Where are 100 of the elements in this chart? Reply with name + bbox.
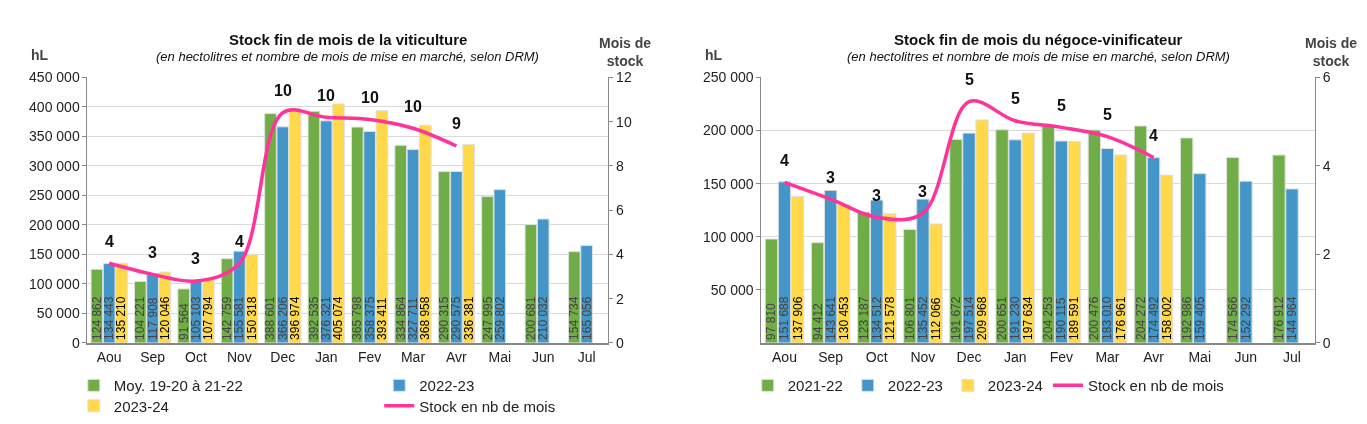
data-label: 176 912 [1271, 296, 1286, 340]
data-label: 10 [404, 98, 422, 115]
data-label: 174 492 [1146, 296, 1161, 340]
data-label: 159 405 [1192, 296, 1207, 340]
y-tick-label: 50 000 [710, 281, 754, 298]
data-label: 358 375 [362, 296, 377, 340]
legend-label: 2022-23 [419, 377, 475, 395]
x-tick-label: Jun [531, 348, 555, 365]
x-tick-label: Avr [446, 348, 468, 365]
data-label: 152 292 [1238, 296, 1253, 340]
data-label: 290 575 [449, 296, 464, 340]
data-label: 368 958 [418, 296, 433, 340]
data-label: 97 810 [764, 302, 779, 340]
data-label: 151 688 [777, 296, 792, 340]
y2-tick-label: 12 [616, 69, 632, 86]
y-tick-label: 100 000 [29, 275, 80, 292]
data-label: 142 759 [220, 296, 235, 340]
data-label: 183 010 [1100, 296, 1115, 340]
x-tick-label: Fev [357, 348, 382, 365]
y2-tick-label: 2 [1322, 246, 1331, 263]
y-tick-label: 250 000 [29, 187, 80, 204]
legend-label: Stock en nb de mois [1087, 377, 1224, 395]
y-tick-label: 400 000 [29, 98, 80, 115]
data-label: 9 [452, 115, 461, 132]
data-label: 388 601 [263, 296, 278, 340]
data-label: 290 315 [437, 296, 452, 340]
y-tick-label: 50 000 [36, 305, 80, 322]
y2-tick-label: 6 [1322, 69, 1331, 86]
x-tick-label: Aou [96, 348, 122, 365]
data-label: 5 [965, 71, 974, 88]
data-label: 200 476 [1087, 296, 1102, 340]
data-label: 130 453 [836, 296, 851, 340]
data-label: 121 578 [882, 296, 897, 340]
data-label: 366 206 [275, 296, 290, 340]
y2-tick-label: 4 [616, 246, 625, 263]
chart-title: Stock fin de mois du négoce-vinificateur [894, 31, 1183, 48]
data-label: 189 591 [1067, 296, 1082, 340]
data-label: 143 641 [823, 296, 838, 340]
data-label: 105 103 [188, 296, 203, 340]
x-tick-label: Jul [577, 348, 596, 365]
y2-tick-label: 2 [616, 290, 625, 307]
y-tick-label: 450 000 [29, 69, 80, 86]
data-label: 4 [1149, 127, 1158, 144]
data-label: 210 032 [536, 296, 551, 340]
data-label: 197 634 [1021, 296, 1036, 340]
data-label: 135 210 [114, 296, 129, 340]
data-label: 154 734 [567, 296, 582, 340]
data-label: 134 443 [102, 296, 117, 340]
x-tick-label: Dec [956, 348, 982, 365]
data-label: 3 [826, 169, 835, 186]
chart-subtitle: (en hectolitres et nombre de mois de mise en marché, selon DRM) [156, 49, 539, 64]
y2-tick-label: 10 [616, 113, 632, 130]
data-label: 123 187 [856, 296, 871, 340]
legend-label: 2022-23 [887, 377, 943, 395]
data-label: 209 968 [975, 296, 990, 340]
y2-tick-label: 8 [616, 157, 625, 174]
data-label: 150 318 [244, 296, 259, 340]
y-tick-label: 100 000 [703, 228, 754, 245]
data-label: 91 564 [176, 302, 191, 340]
y-tick-label: 0 [71, 334, 80, 351]
data-label: 4 [780, 152, 789, 169]
data-label: 200 651 [995, 296, 1010, 340]
x-tick-label: Nov [226, 348, 252, 365]
x-tick-label: Mai [1188, 348, 1211, 365]
data-label: 5 [1011, 90, 1020, 107]
data-label: 107 794 [201, 296, 216, 340]
data-label: 192 986 [1179, 296, 1194, 340]
data-label: 392 535 [306, 296, 321, 340]
legend-label: 2023-24 [113, 397, 169, 415]
x-tick-label: Avr [1143, 348, 1165, 365]
data-label: 174 566 [1225, 296, 1240, 340]
y-tick-label: 200 000 [703, 122, 754, 139]
legend-label: 2021-22 [787, 377, 843, 395]
data-label: 5 [1057, 97, 1066, 114]
chart-title: Stock fin de mois de la viticulture [229, 31, 468, 48]
data-label: 4 [235, 233, 244, 250]
data-label: 158 002 [1159, 296, 1174, 340]
y-tick-label: 250 000 [703, 69, 754, 86]
data-label: 10 [317, 87, 335, 104]
legend-label: Moy. 19-20 à 21-22 [113, 377, 243, 395]
y2-axis-title: Mois de stock [1305, 35, 1358, 70]
x-tick-label: Jan [314, 348, 338, 365]
x-tick-label: Oct [185, 348, 207, 365]
y2-tick-label: 0 [616, 334, 625, 351]
data-label: 3 [872, 187, 881, 204]
y-tick-label: 200 000 [29, 216, 80, 233]
data-label: 204 272 [1133, 296, 1148, 340]
data-label: 200 681 [523, 296, 538, 340]
data-label: 5 [1103, 106, 1112, 123]
data-label: 3 [918, 183, 927, 200]
data-label: 3 [191, 250, 200, 267]
data-label: 3 [148, 244, 157, 261]
y2-tick-label: 4 [1322, 157, 1331, 174]
x-tick-label: Mai [488, 348, 512, 365]
data-label: 396 974 [288, 296, 303, 340]
data-label: 191 672 [948, 296, 963, 340]
x-tick-label: Aou [772, 348, 797, 365]
data-label: 334 864 [393, 296, 408, 340]
x-tick-label: Dec [270, 348, 296, 365]
data-label: 120 046 [157, 296, 172, 340]
